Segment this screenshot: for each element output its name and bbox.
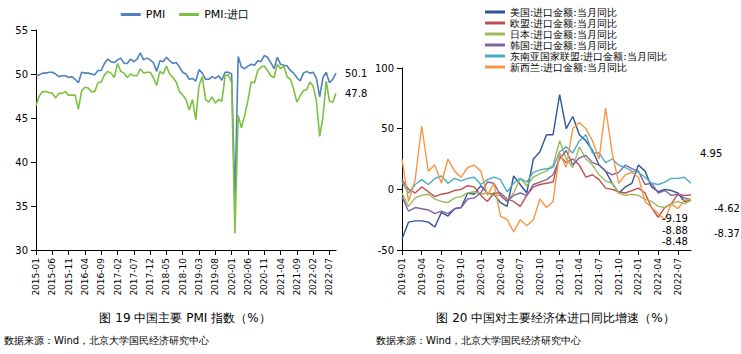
svg-text:2018-10: 2018-10 (178, 258, 188, 296)
svg-text:2021-04: 2021-04 (276, 258, 286, 296)
svg-text:2017-12: 2017-12 (145, 258, 155, 296)
svg-text:2020-06: 2020-06 (243, 258, 253, 296)
svg-text:2021-09: 2021-09 (292, 258, 302, 296)
svg-text:4.95: 4.95 (700, 148, 722, 159)
svg-text:2020-01: 2020-01 (476, 258, 486, 296)
svg-text:2021-07: 2021-07 (594, 258, 604, 296)
svg-text:45: 45 (15, 113, 28, 124)
svg-text:2015-11: 2015-11 (64, 258, 74, 296)
svg-text:2016-04: 2016-04 (80, 258, 90, 296)
svg-text:2022-01: 2022-01 (633, 258, 643, 296)
svg-text:2020-10: 2020-10 (535, 258, 545, 296)
svg-text:2019-08: 2019-08 (210, 258, 220, 296)
svg-text:-50: -50 (378, 245, 394, 256)
svg-text:2021-10: 2021-10 (614, 258, 624, 296)
svg-text:2022-07: 2022-07 (324, 258, 334, 296)
svg-text:-9.19: -9.19 (662, 213, 688, 224)
svg-text:30: 30 (15, 245, 28, 256)
svg-text:-8.37: -8.37 (714, 228, 740, 239)
svg-text:2022-07: 2022-07 (673, 258, 683, 296)
svg-text:2018-05: 2018-05 (161, 258, 171, 296)
svg-text:欧盟:进口金额:当月同比: 欧盟:进口金额:当月同比 (510, 18, 617, 29)
svg-text:0: 0 (388, 184, 394, 195)
svg-text:2015-01: 2015-01 (31, 258, 41, 296)
html-text:图 19 中国主要 PMI 指数（%）: 图 19 中国主要 PMI 指数（%） (99, 311, 271, 325)
html-text:数据来源：Wind，北京大学国民经济研究中心: 数据来源：Wind，北京大学国民经济研究中心 (376, 335, 582, 346)
svg-text:-4.62: -4.62 (714, 203, 740, 214)
svg-text:PMI:进口: PMI:进口 (204, 8, 249, 21)
svg-text:2021-04: 2021-04 (574, 258, 584, 296)
svg-text:美国:进口金额:当月同比: 美国:进口金额:当月同比 (510, 7, 617, 18)
svg-text:2022-02: 2022-02 (308, 258, 318, 296)
svg-text:2020-04: 2020-04 (496, 258, 506, 296)
svg-text:2017-07: 2017-07 (129, 258, 139, 296)
svg-text:2020-01: 2020-01 (227, 258, 237, 296)
svg-text:35: 35 (15, 201, 28, 212)
html-text:图 20 中国对主要经济体进口同比增速（%）: 图 20 中国对主要经济体进口同比增速（%） (436, 311, 675, 325)
svg-text:2019-04: 2019-04 (417, 258, 427, 296)
svg-text:47.8: 47.8 (345, 88, 367, 99)
svg-text:-8.88: -8.88 (662, 225, 688, 236)
svg-text:2020-11: 2020-11 (259, 258, 269, 296)
svg-text:50.1: 50.1 (345, 68, 367, 79)
svg-text:50: 50 (15, 69, 28, 80)
html-text:数据来源：Wind，北京大学国民经济研究中心: 数据来源：Wind，北京大学国民经济研究中心 (4, 335, 210, 346)
svg-text:东南亚国家联盟:进口金额:当月同比: 东南亚国家联盟:进口金额:当月同比 (510, 51, 667, 62)
svg-text:2022-04: 2022-04 (653, 258, 663, 296)
svg-text:-8.48: -8.48 (662, 236, 688, 247)
svg-text:2019-10: 2019-10 (456, 258, 466, 296)
svg-text:2021-01: 2021-01 (555, 258, 565, 296)
svg-text:55: 55 (15, 25, 28, 36)
svg-text:新西兰:进口金额:当月同比: 新西兰:进口金额:当月同比 (510, 62, 627, 73)
svg-text:50: 50 (381, 123, 394, 134)
svg-text:日本:进口金额:当月同比: 日本:进口金额:当月同比 (510, 29, 617, 40)
svg-text:2017-02: 2017-02 (113, 258, 123, 296)
svg-text:2019-03: 2019-03 (194, 258, 204, 296)
svg-text:2016-09: 2016-09 (96, 258, 106, 296)
svg-text:2019-07: 2019-07 (436, 258, 446, 296)
svg-text:PMI: PMI (146, 8, 165, 21)
svg-text:40: 40 (15, 157, 28, 168)
svg-text:2019-01: 2019-01 (397, 258, 407, 296)
svg-text:2020-07: 2020-07 (515, 258, 525, 296)
svg-text:韩国:进口金额:当月同比: 韩国:进口金额:当月同比 (510, 40, 617, 51)
svg-text:100: 100 (375, 63, 394, 74)
svg-text:2015-06: 2015-06 (47, 258, 57, 296)
